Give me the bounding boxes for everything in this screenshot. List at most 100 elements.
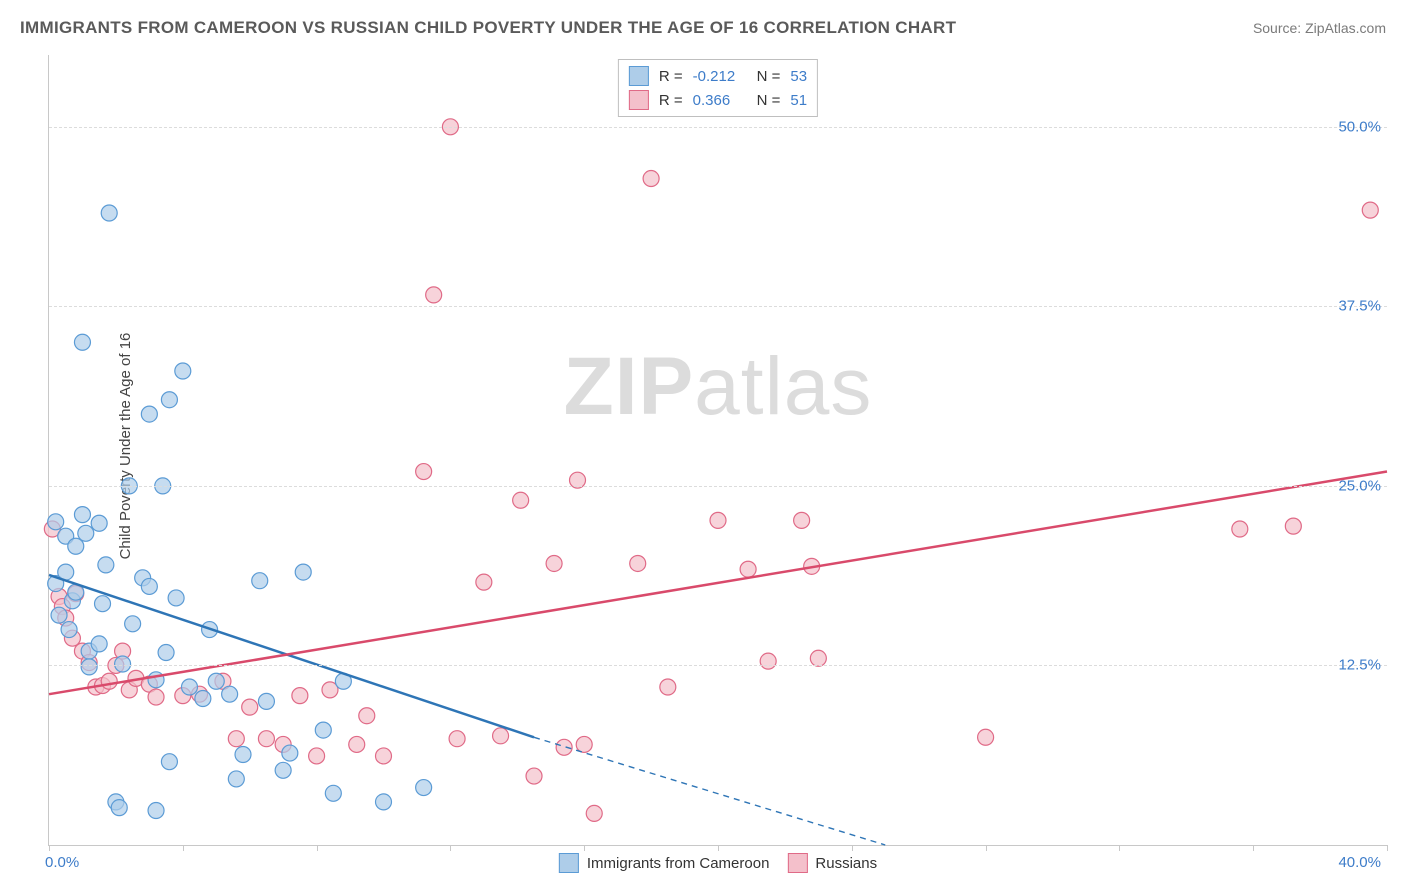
data-point [416, 464, 432, 480]
data-point [51, 607, 67, 623]
data-point [376, 794, 392, 810]
data-point [416, 780, 432, 796]
data-point [630, 555, 646, 571]
data-point [282, 745, 298, 761]
swatch-russians [629, 90, 649, 110]
data-point [325, 785, 341, 801]
legend-item-cameroon: Immigrants from Cameroon [559, 853, 770, 873]
x-tick-mark [718, 845, 719, 851]
gridline-h [49, 665, 1387, 666]
legend-stats-row-cameroon: R = -0.212 N = 53 [629, 64, 807, 88]
data-point [576, 736, 592, 752]
legend-label-cameroon: Immigrants from Cameroon [587, 855, 770, 872]
data-point [493, 728, 509, 744]
plot-area: ZIPatlas R = -0.212 N = 53 R = 0.366 N =… [48, 55, 1387, 846]
data-point [810, 650, 826, 666]
x-tick-mark [1119, 845, 1120, 851]
data-point [228, 771, 244, 787]
legend-stats: R = -0.212 N = 53 R = 0.366 N = 51 [618, 59, 818, 117]
x-tick-mark [584, 845, 585, 851]
data-point [81, 659, 97, 675]
chart-title: IMMIGRANTS FROM CAMEROON VS RUSSIAN CHIL… [20, 18, 956, 38]
n-label: N = [757, 92, 781, 109]
data-point [91, 636, 107, 652]
swatch-cameroon [629, 66, 649, 86]
data-point [309, 748, 325, 764]
chart-svg [49, 55, 1387, 845]
r-label: R = [659, 92, 683, 109]
data-point [292, 688, 308, 704]
n-value-cameroon: 53 [790, 68, 807, 85]
data-point [660, 679, 676, 695]
x-tick-right: 40.0% [1338, 854, 1381, 871]
swatch-cameroon [559, 853, 579, 873]
data-point [643, 171, 659, 187]
data-point [760, 653, 776, 669]
data-point [101, 205, 117, 221]
data-point [449, 731, 465, 747]
data-point [115, 656, 131, 672]
x-tick-mark [317, 845, 318, 851]
x-tick-mark [49, 845, 50, 851]
data-point [710, 512, 726, 528]
data-point [1362, 202, 1378, 218]
data-point [74, 507, 90, 523]
trend-line [534, 737, 885, 845]
data-point [141, 406, 157, 422]
legend-stats-row-russians: R = 0.366 N = 51 [629, 88, 807, 112]
y-tick-label: 25.0% [1338, 477, 1381, 494]
x-tick-left: 0.0% [45, 854, 79, 871]
data-point [1285, 518, 1301, 534]
data-point [101, 673, 117, 689]
legend-series: Immigrants from Cameroon Russians [559, 853, 877, 873]
data-point [175, 363, 191, 379]
gridline-h [49, 306, 1387, 307]
data-point [61, 622, 77, 638]
data-point [208, 673, 224, 689]
data-point [48, 514, 64, 530]
data-point [526, 768, 542, 784]
y-tick-label: 12.5% [1338, 657, 1381, 674]
data-point [556, 739, 572, 755]
data-point [148, 803, 164, 819]
data-point [222, 686, 238, 702]
legend-label-russians: Russians [815, 855, 877, 872]
r-value-cameroon: -0.212 [693, 68, 747, 85]
data-point [586, 805, 602, 821]
swatch-russians [787, 853, 807, 873]
data-point [161, 392, 177, 408]
data-point [161, 754, 177, 770]
data-point [158, 645, 174, 661]
data-point [740, 561, 756, 577]
n-label: N = [757, 68, 781, 85]
x-tick-mark [183, 845, 184, 851]
data-point [295, 564, 311, 580]
trend-line [49, 472, 1387, 695]
data-point [78, 525, 94, 541]
data-point [195, 690, 211, 706]
data-point [275, 762, 291, 778]
data-point [235, 747, 251, 763]
x-tick-mark [852, 845, 853, 851]
x-tick-mark [450, 845, 451, 851]
x-tick-mark [1387, 845, 1388, 851]
data-point [426, 287, 442, 303]
data-point [258, 693, 274, 709]
data-point [242, 699, 258, 715]
x-tick-mark [1253, 845, 1254, 851]
data-point [315, 722, 331, 738]
data-point [1232, 521, 1248, 537]
data-point [228, 731, 244, 747]
data-point [476, 574, 492, 590]
r-label: R = [659, 68, 683, 85]
y-tick-label: 37.5% [1338, 298, 1381, 315]
data-point [91, 515, 107, 531]
y-tick-label: 50.0% [1338, 118, 1381, 135]
gridline-h [49, 127, 1387, 128]
data-point [349, 736, 365, 752]
data-point [168, 590, 184, 606]
data-point [148, 689, 164, 705]
data-point [125, 616, 141, 632]
data-point [141, 578, 157, 594]
data-point [794, 512, 810, 528]
